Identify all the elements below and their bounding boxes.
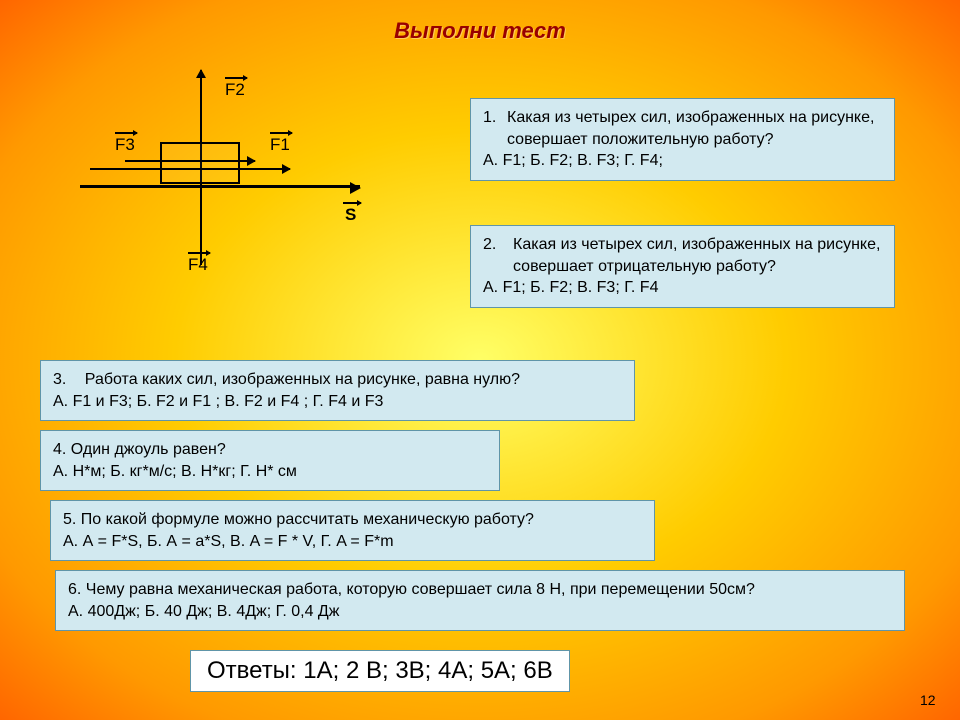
q2-text: Какая из четырех сил, изображенных на ри… xyxy=(513,234,882,277)
f3-arrow xyxy=(90,168,290,170)
body-box xyxy=(160,142,240,184)
q6-options: А. 400Дж; Б. 40 Дж; В. 4Дж; Г. 0,4 Дж xyxy=(68,603,339,620)
page-title: Выполни тест xyxy=(0,0,960,44)
question-1: 1. Какая из четырех сил, изображенных на… xyxy=(470,98,895,181)
question-3: 3. Работа каких сил, изображенных на рис… xyxy=(40,360,635,421)
f1-arrow xyxy=(125,160,255,162)
q5-options: А. А = F*S, Б. А = a*S, В. A = F * V, Г.… xyxy=(63,533,394,550)
f3-label: F3 xyxy=(115,135,135,155)
question-4: 4. Один джоуль равен? А. Н*м; Б. кг*м/c;… xyxy=(40,430,500,491)
q4-options: А. Н*м; Б. кг*м/c; В. Н*кг; Г. Н* см xyxy=(53,463,297,480)
page-number: 12 xyxy=(920,692,936,708)
question-2: 2. Какая из четырех сил, изображенных на… xyxy=(470,225,895,308)
q3-num: 3. xyxy=(53,371,66,388)
f1-label: F1 xyxy=(270,135,290,155)
q5-text: 5. По какой формуле можно рассчитать мех… xyxy=(63,511,534,528)
q3-text: Работа каких сил, изображенных на рисунк… xyxy=(71,371,520,388)
x-axis xyxy=(80,185,360,188)
q2-options: А. F1; Б. F2; В. F3; Г. F4 xyxy=(483,277,882,299)
f4-label: F4 xyxy=(188,255,208,275)
question-5: 5. По какой формуле можно рассчитать мех… xyxy=(50,500,655,561)
q2-num: 2. xyxy=(483,234,513,277)
q1-options: А. F1; Б. F2; В. F3; Г. F4; xyxy=(483,150,882,172)
q4-text: 4. Один джоуль равен? xyxy=(53,441,226,458)
f2-label: F2 xyxy=(225,80,245,100)
s-label: S xyxy=(345,205,356,225)
q1-num: 1. xyxy=(483,107,507,150)
q6-text: 6. Чему равна механическая работа, котор… xyxy=(68,581,755,598)
answers-box: Ответы: 1А; 2 В; 3В; 4А; 5А; 6В xyxy=(190,650,570,692)
force-diagram: F2 F1 F3 F4 S xyxy=(60,60,400,290)
q1-text: Какая из четырех сил, изображенных на ри… xyxy=(507,107,882,150)
q3-options: А. F1 и F3; Б. F2 и F1 ; В. F2 и F4 ; Г.… xyxy=(53,393,383,410)
question-6: 6. Чему равна механическая работа, котор… xyxy=(55,570,905,631)
